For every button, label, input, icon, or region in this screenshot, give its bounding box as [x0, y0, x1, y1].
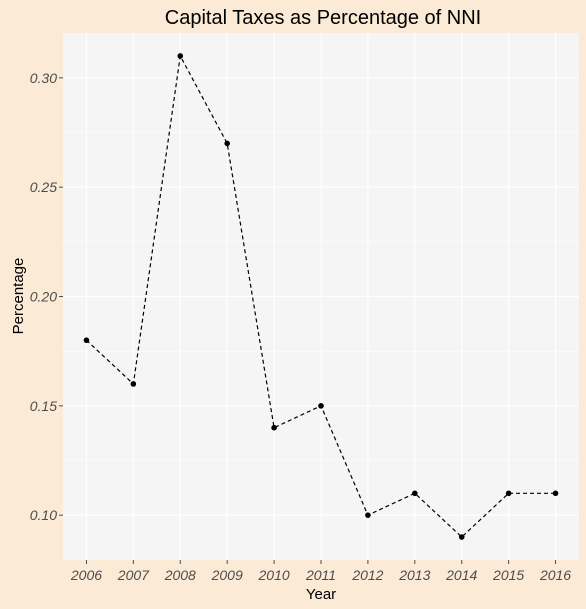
- data-point: [552, 490, 559, 497]
- y-tick-label: 0.20: [30, 289, 57, 305]
- data-point: [365, 512, 371, 518]
- gridlines: [63, 33, 579, 560]
- x-tick-label: 2012: [351, 567, 383, 583]
- x-tick-label: 2015: [492, 567, 524, 583]
- axis-ticks: [59, 77, 557, 564]
- data-point: [412, 490, 418, 497]
- data-points: [83, 53, 559, 540]
- x-tick-label: 2007: [117, 567, 150, 583]
- x-tick-label: 2006: [70, 567, 102, 583]
- x-tick-label: 2009: [211, 567, 243, 583]
- chart-title: Capital Taxes as Percentage of NNI: [165, 7, 481, 29]
- data-point: [271, 424, 277, 431]
- data-point: [83, 337, 90, 344]
- x-axis-title: Year: [306, 586, 336, 603]
- x-tick-label: 2016: [539, 567, 571, 583]
- x-tick-labels: 2006 2007 2008 2009 2010 2011 2012 2013 2014 2015…: [70, 567, 571, 583]
- y-tick-label: 0.30: [30, 70, 57, 86]
- data-point: [318, 403, 324, 409]
- x-tick-label: 2013: [398, 567, 430, 583]
- x-tick-label: 2014: [445, 567, 477, 583]
- data-point: [224, 140, 230, 147]
- x-tick-label: 2011: [305, 567, 336, 583]
- y-tick-labels: 0.10 0.15 0.20 0.25 0.30: [30, 70, 57, 523]
- data-point: [130, 381, 137, 387]
- y-tick-label: 0.15: [30, 398, 57, 414]
- data-point: [505, 490, 512, 497]
- y-tick-label: 0.10: [30, 507, 57, 523]
- y-tick-label: 0.25: [30, 179, 57, 195]
- data-point: [177, 53, 184, 59]
- x-tick-label: 2008: [164, 567, 196, 583]
- x-tick-label: 2010: [258, 567, 290, 583]
- data-point: [458, 534, 465, 540]
- y-axis-title: Percentage: [10, 258, 27, 335]
